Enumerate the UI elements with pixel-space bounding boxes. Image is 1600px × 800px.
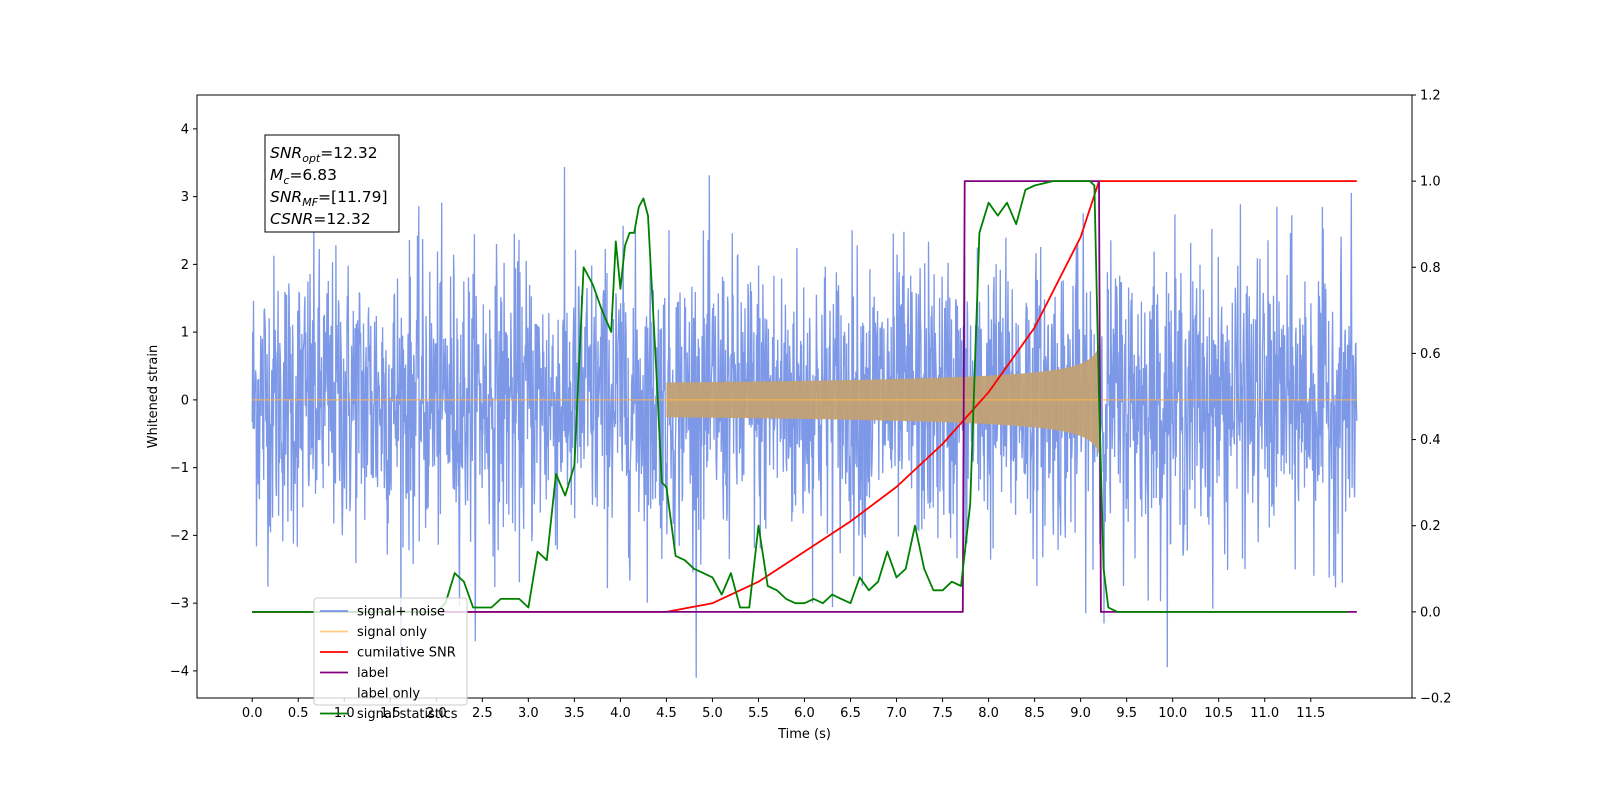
- x-tick-label: 1.5: [380, 706, 401, 721]
- y-axis-label: Whitened strain: [146, 345, 161, 448]
- annotation-line: Mc=6.83: [270, 166, 337, 187]
- legend-label: signal+ noise: [357, 605, 445, 620]
- x-tick-label: 7.0: [886, 706, 907, 721]
- x-tick-label: 5.5: [748, 706, 769, 721]
- annotation-line: SNRMF=[11.79]: [270, 188, 388, 209]
- y-tick-label: −4: [170, 664, 189, 679]
- signal-series-layer: [252, 345, 1357, 455]
- y2-tick-label: 0.8: [1420, 261, 1441, 276]
- legend-label: signal only: [357, 625, 427, 640]
- x-tick-label: 2.0: [426, 706, 447, 721]
- x-tick-label: 0.5: [288, 706, 309, 721]
- x-tick-label: 9.5: [1116, 706, 1137, 721]
- right-axis-series-layer: [252, 180, 1357, 613]
- legend-label: signal statistics: [357, 707, 458, 722]
- x-axis-label: Time (s): [777, 727, 831, 742]
- y-tick-label: −2: [170, 529, 189, 544]
- y2-tick-label: −0.2: [1420, 692, 1452, 707]
- x-tick-label: 6.0: [794, 706, 815, 721]
- x-tick-label: 8.5: [1024, 706, 1045, 721]
- annotation-frame: [264, 134, 400, 233]
- y2-tick-label: 0.2: [1420, 519, 1441, 534]
- y-axis-left: −4 −3 −2 −1 0 1 2 3 4: [170, 122, 197, 679]
- x-tick-label: 9.0: [1070, 706, 1091, 721]
- x-tick-label: 10.5: [1204, 706, 1233, 721]
- y-tick-label: −3: [170, 597, 189, 612]
- x-tick-label: 3.0: [518, 706, 539, 721]
- y-tick-label: 2: [181, 258, 189, 273]
- legend-label: label: [357, 666, 388, 681]
- y2-tick-label: 0.0: [1420, 605, 1441, 620]
- x-tick-label: 4.5: [656, 706, 677, 721]
- x-tick-label: 0.0: [242, 706, 263, 721]
- y-tick-label: 4: [181, 122, 189, 137]
- legend-frame: [313, 597, 468, 706]
- y-axis-right: −0.2 0.0 0.2 0.4 0.6 0.8 1.0 1.2: [1412, 89, 1452, 707]
- annotation-line: SNRopt=12.32: [270, 144, 378, 165]
- y-tick-label: 0: [181, 393, 189, 408]
- cumilative-snr-line: [252, 180, 1357, 613]
- y2-tick-label: 1.0: [1420, 175, 1441, 190]
- legend-label: label only: [357, 687, 420, 702]
- x-tick-label: 11.5: [1296, 706, 1325, 721]
- x-tick-label: 11.0: [1250, 706, 1279, 721]
- snr-annotation-box: SNRopt=12.32Mc=6.83SNRMF=[11.79]CSNR=12.…: [264, 134, 400, 233]
- y2-tick-label: 0.6: [1420, 347, 1441, 362]
- x-tick-label: 4.0: [610, 706, 631, 721]
- x-tick-label: 5.0: [702, 706, 723, 721]
- annotation-line: CSNR=12.32: [270, 210, 371, 228]
- x-tick-label: 10.0: [1158, 706, 1187, 721]
- y-tick-label: 1: [181, 326, 189, 341]
- y2-tick-label: 0.4: [1420, 433, 1441, 448]
- y-tick-label: −1: [170, 461, 189, 476]
- x-tick-label: 3.5: [564, 706, 585, 721]
- signal-statistics-line: [252, 180, 1348, 613]
- x-tick-label: 7.5: [932, 706, 953, 721]
- legend-label: cumilative SNR: [357, 646, 456, 661]
- x-axis: 0.0 0.5 1.0 1.5 2.0 2.5 3.0 3.5 4.0 4.5 5.0 5.5 6.0 6…: [242, 698, 1325, 721]
- legend: signal+ noise signal only cumilative SNR la…: [313, 597, 468, 722]
- x-tick-label: 8.0: [978, 706, 999, 721]
- y-tick-label: 3: [181, 190, 189, 205]
- x-tick-label: 6.5: [840, 706, 861, 721]
- x-tick-label: 2.5: [472, 706, 493, 721]
- y2-tick-label: 1.2: [1420, 89, 1441, 104]
